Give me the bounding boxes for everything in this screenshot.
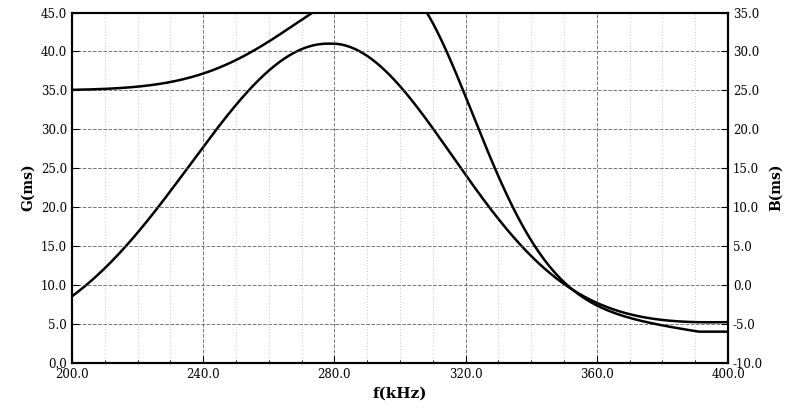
X-axis label: f(kHz): f(kHz) [373, 386, 427, 400]
Y-axis label: G(ms): G(ms) [22, 164, 35, 211]
Y-axis label: B(ms): B(ms) [769, 164, 782, 211]
